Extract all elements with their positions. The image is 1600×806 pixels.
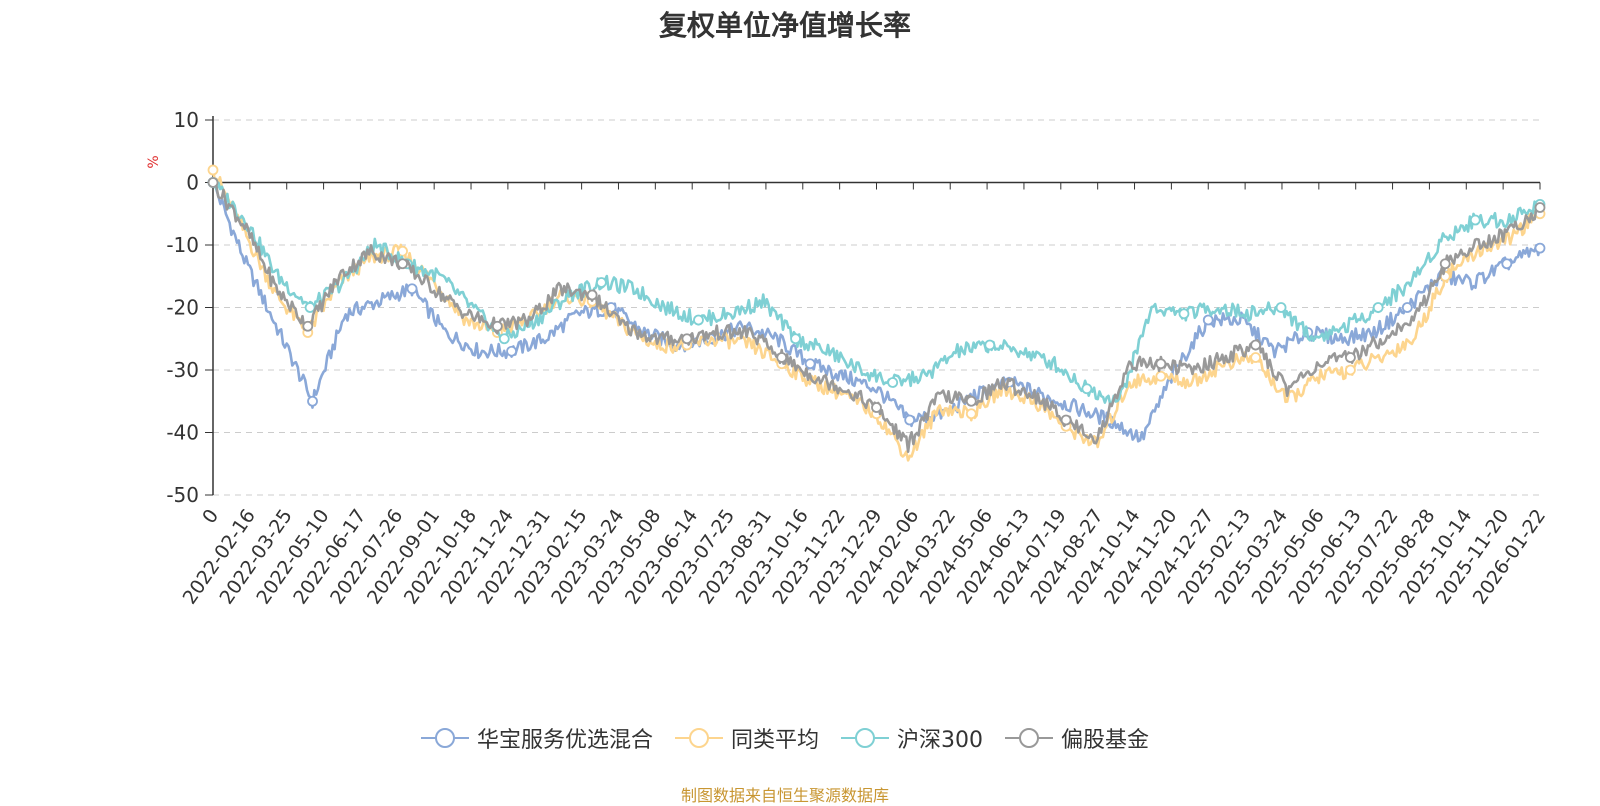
data-point (904, 414, 916, 426)
data-point (1250, 339, 1262, 351)
data-point (1275, 302, 1287, 313)
data-point (1178, 308, 1190, 320)
data-source-note: 制图数据来自恒生聚源数据库 (680, 786, 889, 805)
data-point (984, 339, 996, 351)
series-line (212, 181, 1542, 443)
series-lines (207, 164, 1546, 462)
x-tick-label: 0 (198, 505, 223, 528)
y-tick-label: -10 (166, 233, 199, 257)
axes (205, 116, 1541, 496)
data-point (1345, 364, 1356, 376)
data-point (302, 320, 314, 332)
legend-item-fund[interactable]: 华宝服务优选混合 (420, 722, 653, 754)
y-tick-label: -20 (166, 296, 199, 320)
y-tick-label: -40 (166, 421, 199, 445)
legend-marker-icon (420, 728, 469, 748)
data-point (1534, 242, 1546, 254)
data-point (586, 289, 598, 301)
data-point (1155, 358, 1167, 370)
legend-label: 沪深300 (897, 728, 983, 753)
legend-item-csi300[interactable]: 沪深300 (841, 722, 983, 754)
data-point (1345, 352, 1356, 363)
data-point (887, 377, 899, 388)
legend-item-peer-average[interactable]: 同类平均 (674, 722, 819, 754)
data-point (1401, 302, 1413, 313)
legend-marker-icon (841, 728, 889, 748)
data-point (1202, 314, 1214, 326)
legend-marker-icon (1005, 728, 1053, 748)
data-point (871, 402, 882, 413)
data-point (1469, 214, 1481, 226)
y-tick-label: 0 (186, 171, 199, 195)
data-point (790, 333, 801, 345)
data-point (491, 320, 503, 332)
data-point (304, 302, 316, 313)
data-point (681, 333, 693, 345)
data-point (207, 177, 219, 188)
data-point (1534, 202, 1546, 213)
data-point (804, 358, 816, 370)
y-tick-label: 10 (174, 108, 199, 132)
data-point (207, 164, 219, 176)
data-point (1439, 258, 1451, 270)
data-point (595, 277, 607, 288)
y-axis-unit-label: % (146, 155, 162, 168)
data-point (406, 283, 418, 295)
legend-label: 偏股基金 (1061, 728, 1150, 753)
chart-title: 复权单位净值增长率 (658, 9, 911, 42)
series-line (211, 181, 1542, 407)
data-point (693, 314, 704, 326)
data-point (1501, 258, 1513, 270)
data-point (965, 395, 977, 407)
data-point (1081, 383, 1093, 395)
legend-label: 同类平均 (730, 728, 819, 753)
grid-lines (213, 119, 1540, 496)
data-point (1155, 370, 1167, 382)
legend-marker-icon (674, 728, 723, 748)
data-point (1372, 302, 1384, 313)
data-point (506, 345, 517, 357)
y-tick-label: -30 (166, 358, 199, 382)
data-point (776, 352, 788, 363)
data-point (1250, 352, 1262, 363)
data-point (397, 258, 408, 270)
data-point (307, 395, 318, 407)
legend-item-equity-fund[interactable]: 偏股基金 (1005, 722, 1149, 754)
data-point (965, 408, 977, 420)
data-point (498, 333, 510, 345)
y-tick-label: -50 (166, 483, 199, 507)
legend-label: 华宝服务优选混合 (476, 728, 653, 753)
data-point (1060, 414, 1072, 426)
legend: 华宝服务优选混合 同类平均 沪深300 偏股基金 (0, 722, 1570, 754)
